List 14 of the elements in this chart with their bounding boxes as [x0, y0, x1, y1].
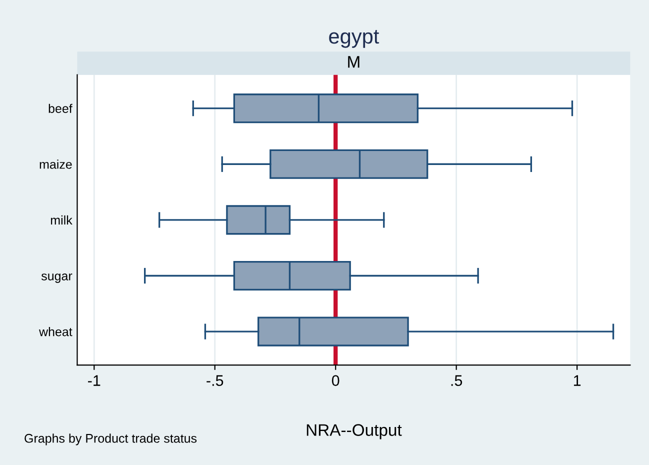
- x-tick-label: -.5: [206, 375, 224, 386]
- x-tick-label: 1: [574, 375, 581, 386]
- y-tick-label: sugar: [41, 274, 72, 283]
- x-tick-label: 0: [332, 375, 340, 386]
- text: Graphs by Product trade status: [24, 434, 197, 446]
- y-tick-label: wheat: [39, 327, 72, 336]
- x-tick-label: .5: [451, 375, 462, 386]
- x-axis-title: NRA--Output: [306, 424, 402, 440]
- y-tick-label: milk: [50, 215, 72, 224]
- y-tick-label: maize: [40, 160, 72, 169]
- chart-title: egypt: [329, 30, 380, 48]
- chart-subtitle: M: [348, 56, 360, 68]
- x-tick-label: -1: [88, 375, 100, 386]
- y-tick-label: beef: [48, 104, 72, 113]
